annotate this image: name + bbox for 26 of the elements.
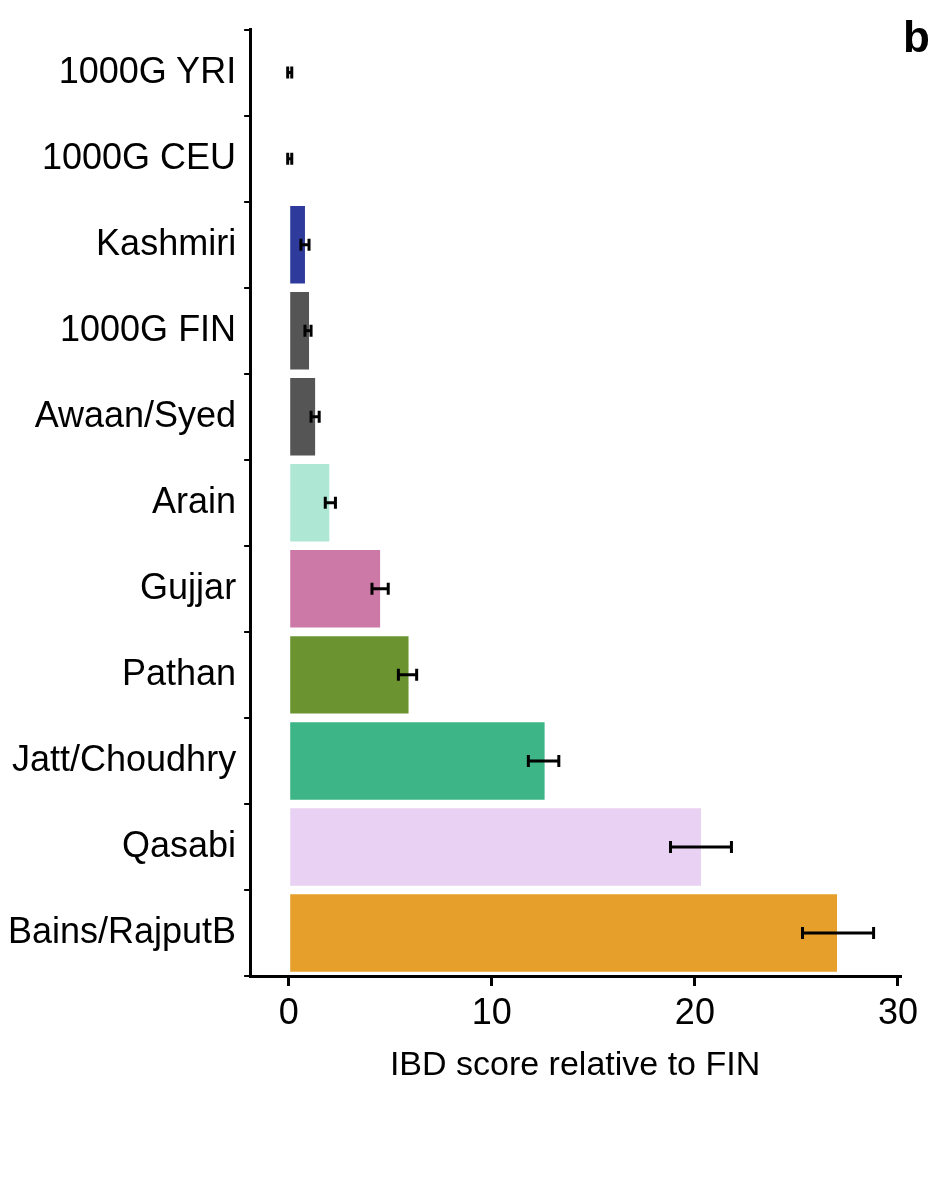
bar	[290, 292, 310, 370]
y-tick-label: 1000G YRI	[58, 49, 237, 91]
x-tick-label: 0	[278, 990, 299, 1032]
bar	[290, 808, 701, 886]
x-tick-label: 10	[471, 990, 512, 1032]
bar	[290, 636, 409, 714]
y-tick-label: Jatt/Choudhry	[12, 737, 237, 779]
bar	[290, 894, 838, 972]
y-tick-label: Bains/RajputB	[7, 909, 237, 951]
x-tick-label: 30	[877, 990, 918, 1032]
x-axis-title: IBD score relative to FIN	[389, 1043, 761, 1082]
bar	[290, 464, 330, 542]
bar	[290, 378, 316, 456]
bar	[290, 722, 545, 800]
y-tick-label: Kashmiri	[96, 221, 237, 263]
y-tick-label: Arain	[152, 479, 237, 521]
bar	[290, 550, 381, 628]
bar	[290, 205, 305, 284]
y-tick-label: 1000G FIN	[60, 307, 237, 349]
text: b	[903, 12, 930, 62]
x-tick-label: 20	[674, 990, 715, 1032]
y-tick-label: 1000G CEU	[42, 135, 237, 177]
y-tick-label: Pathan	[122, 651, 237, 693]
y-tick-label: Gujjar	[140, 565, 237, 607]
y-tick-label: Awaan/Syed	[34, 393, 237, 435]
y-tick-label: Qasabi	[122, 823, 237, 865]
